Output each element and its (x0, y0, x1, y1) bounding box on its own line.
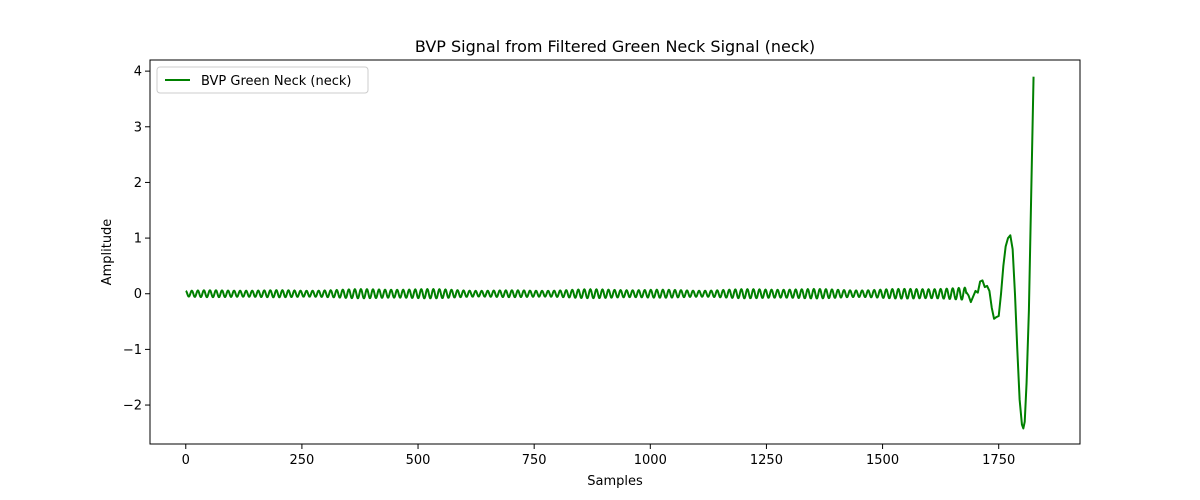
plot-area-frame (149, 59, 1081, 445)
x-tick-label: 500 (406, 453, 431, 468)
x-tick-label: 1000 (634, 453, 667, 468)
y-tick-label: 4 (134, 65, 142, 80)
x-tick-label: 1250 (750, 453, 783, 468)
y-tick-label: 2 (134, 176, 142, 191)
x-tick-label: 1500 (866, 453, 899, 468)
x-tick-label: 0 (182, 453, 190, 468)
x-tick-label: 1750 (982, 453, 1015, 468)
x-tick-label: 250 (289, 453, 314, 468)
legend-box (156, 66, 369, 94)
y-tick-label: 3 (134, 120, 142, 135)
legend-label: BVP Green Neck (neck) (201, 74, 351, 89)
y-tick-label: 1 (134, 232, 142, 247)
chart-title: BVP Signal from Filtered Green Neck Sign… (415, 37, 815, 56)
legend: BVP Green Neck (neck) (156, 66, 369, 94)
x-axis-label: Samples (587, 474, 643, 489)
y-tick-label: −1 (123, 343, 142, 358)
y-axis: −2 −1 0 1 2 3 4 (123, 65, 150, 414)
series-layer (185, 76, 1035, 430)
y-tick-label: 0 (134, 287, 142, 302)
x-axis: 0 250 500 750 1000 1250 1500 1750 (182, 444, 1015, 468)
x-tick-label: 750 (522, 453, 547, 468)
y-axis-label: Amplitude (100, 219, 115, 286)
y-tick-label: −2 (123, 399, 142, 414)
series-line (185, 76, 1035, 430)
